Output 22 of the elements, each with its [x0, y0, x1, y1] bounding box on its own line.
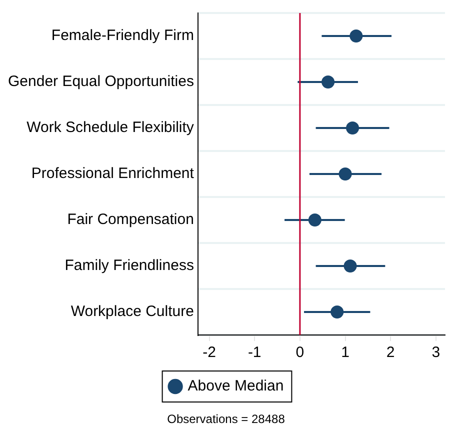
point: [308, 214, 322, 226]
point: [330, 306, 344, 318]
point: [350, 30, 363, 42]
point: [322, 76, 335, 88]
x-tick-label: 3: [432, 344, 440, 362]
y-tick-label: Female-Friendly Firm: [51, 27, 194, 44]
x-tick-label: -2: [202, 344, 216, 362]
point: [344, 260, 357, 272]
y-tick-label: Fair Compensation: [67, 211, 194, 228]
y-tick-label: Professional Enrichment: [31, 165, 195, 182]
x-tick-label: 2: [386, 344, 395, 362]
y-tick-label: Work Schedule Flexibility: [26, 119, 194, 136]
point: [338, 168, 352, 180]
x-tick-label: 1: [341, 344, 350, 362]
y-tick-label: Workplace Culture: [70, 303, 194, 320]
legend-label: Above Median: [188, 378, 284, 395]
y-tick-label: Gender Equal Opportunities: [8, 73, 194, 90]
text: Observations = 28488: [166, 412, 286, 426]
y-tick-label: Family Friendliness: [64, 257, 194, 274]
x-tick-label: -1: [248, 344, 262, 362]
x-tick-label: 0: [296, 344, 304, 362]
point: [346, 122, 360, 134]
